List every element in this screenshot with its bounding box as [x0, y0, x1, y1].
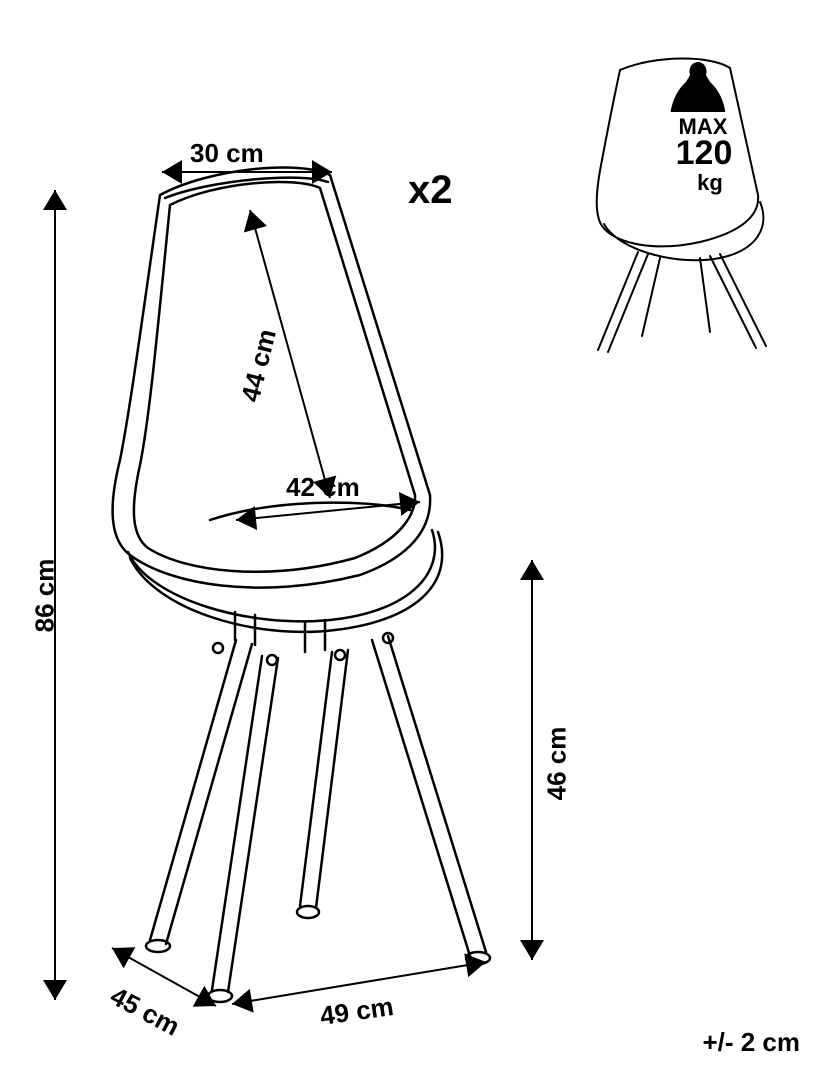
- dim-top-width: 30 cm: [190, 138, 264, 169]
- maxload-value: 120: [666, 138, 742, 169]
- dim-seat-width: 42 cm: [286, 472, 360, 503]
- maxload-unit: kg: [690, 170, 730, 196]
- tolerance-label: +/- 2 cm: [702, 1027, 800, 1058]
- dim-seat-height: 46 cm: [541, 727, 572, 801]
- maxload-chair-drawing: [560, 20, 800, 360]
- quantity-label: x2: [408, 168, 453, 213]
- diagram-stage: 30 cm 86 cm 46 cm 44 cm 42 cm 45 cm 49 c…: [0, 0, 830, 1080]
- dim-total-height: 86 cm: [29, 559, 60, 633]
